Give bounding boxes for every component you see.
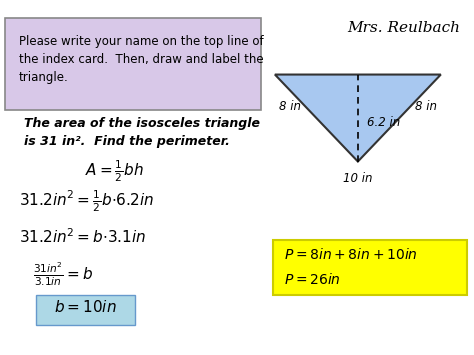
- Text: Mrs. Reulbach: Mrs. Reulbach: [347, 21, 460, 35]
- FancyBboxPatch shape: [36, 295, 135, 325]
- Text: $31.2in^2 = \frac{1}{2}b{\cdot}6.2in$: $31.2in^2 = \frac{1}{2}b{\cdot}6.2in$: [19, 188, 154, 214]
- Text: 8 in: 8 in: [279, 100, 301, 113]
- FancyBboxPatch shape: [5, 18, 261, 110]
- Text: 6.2 in: 6.2 in: [367, 116, 401, 129]
- Text: 8 in: 8 in: [415, 100, 437, 113]
- Text: $\mathit{P} = 8in+8in+10in$: $\mathit{P} = 8in+8in+10in$: [284, 247, 418, 262]
- Text: The area of the isosceles triangle: The area of the isosceles triangle: [24, 117, 260, 130]
- Text: 10 in: 10 in: [343, 172, 373, 185]
- Text: is 31 in².  Find the perimeter.: is 31 in². Find the perimeter.: [24, 135, 229, 148]
- Text: $b = 10in$: $b = 10in$: [54, 299, 117, 315]
- Text: $A = \frac{1}{2}bh$: $A = \frac{1}{2}bh$: [85, 158, 144, 184]
- Text: $\mathit{P} = 26in$: $\mathit{P} = 26in$: [284, 272, 341, 286]
- Text: Please write your name on the top line of
the index card.  Then, draw and label : Please write your name on the top line o…: [19, 36, 264, 84]
- Text: $\frac{31in^2}{3.1in} = b$: $\frac{31in^2}{3.1in} = b$: [33, 261, 94, 288]
- Text: $31.2in^2 = b{\cdot}3.1in$: $31.2in^2 = b{\cdot}3.1in$: [19, 227, 146, 246]
- FancyBboxPatch shape: [273, 240, 467, 295]
- Polygon shape: [275, 75, 441, 162]
